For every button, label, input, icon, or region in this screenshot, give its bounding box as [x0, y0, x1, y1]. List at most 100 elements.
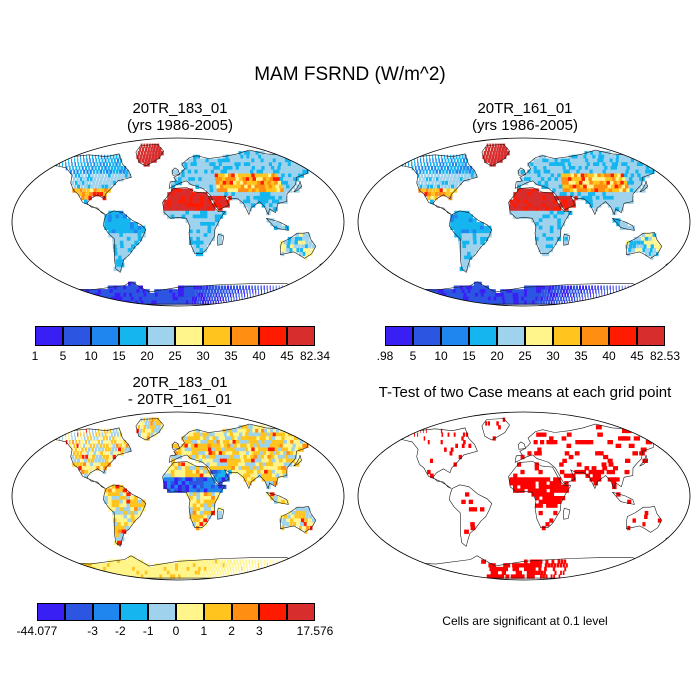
grid-cell: [112, 289, 119, 294]
grid-cell: [215, 177, 220, 182]
grid-cell: [476, 236, 481, 242]
colorbar-tick-label: 17.576: [296, 624, 334, 638]
grid-cell: [537, 296, 541, 301]
grid-cell: [185, 469, 190, 475]
grid-cell: [218, 484, 223, 490]
grid-cell: [144, 147, 147, 152]
grid-cell: [277, 225, 282, 230]
grid-cell: [565, 289, 568, 294]
grid-cell: [612, 300, 616, 305]
grid-cell: [440, 154, 443, 160]
grid-cell: [420, 162, 422, 167]
grid-cell: [398, 436, 400, 441]
grid-cell: [158, 421, 162, 426]
grid-cell: [534, 199, 540, 204]
grid-cell: [199, 195, 204, 201]
grid-cell: [286, 177, 292, 182]
grid-cell: [524, 289, 528, 294]
grid-cell: [127, 248, 133, 253]
grid-cell: [435, 158, 437, 163]
grid-cell: [635, 177, 642, 182]
grid-cell: [98, 447, 101, 452]
grid-cell: [306, 432, 314, 437]
grid-cell: [571, 177, 577, 182]
colorbar-swatch: [259, 326, 287, 346]
grid-cell: [300, 292, 303, 298]
grid-cell: [563, 199, 569, 204]
grid-cell: [142, 154, 145, 160]
grid-cell: [198, 289, 202, 294]
grid-cell: [211, 492, 216, 497]
grid-cell: [194, 440, 199, 445]
grid-cell: [591, 466, 597, 471]
grid-cell: [72, 570, 81, 575]
grid-cell: [492, 574, 497, 579]
grid-cell: [516, 574, 520, 579]
grid-cell: [136, 289, 142, 294]
grid-cell: [237, 428, 243, 434]
grid-cell: [140, 300, 146, 305]
grid-cell: [469, 292, 475, 298]
grid-cell: [63, 292, 71, 298]
grid-cell: [106, 451, 110, 456]
grid-cell: [97, 188, 101, 193]
grid-cell: [521, 292, 525, 298]
grid-cell: [163, 292, 168, 298]
grid-cell: [472, 225, 477, 230]
grid-cell: [633, 285, 635, 290]
grid-cell: [228, 563, 231, 568]
grid-cell: [414, 300, 423, 305]
grid-cell: [175, 289, 179, 294]
grid-cell: [183, 289, 188, 294]
grid-cell: [57, 292, 65, 298]
grid-cell: [495, 566, 500, 572]
grid-cell: [423, 292, 431, 298]
grid-cell: [462, 240, 467, 245]
grid-cell: [214, 473, 219, 478]
grid-cell: [466, 248, 472, 253]
grid-cell: [106, 574, 113, 579]
coastline-samerica: [448, 484, 493, 547]
grid-cell: [512, 289, 516, 294]
grid-cell: [594, 173, 600, 178]
grid-cell: [220, 192, 226, 197]
grid-cell: [229, 166, 235, 171]
grid-cell: [153, 296, 158, 301]
grid-cell: [261, 574, 264, 579]
grid-cell: [563, 158, 569, 163]
grid-cell: [74, 162, 76, 167]
grid-cell: [68, 162, 70, 167]
grid-cell: [255, 154, 262, 160]
grid-cell: [429, 292, 436, 298]
colorbar-tick-label: -1: [142, 624, 154, 638]
grid-cell: [299, 166, 307, 171]
grid-cell: [198, 180, 203, 186]
grid-cell: [159, 574, 164, 579]
grid-cell: [198, 292, 201, 298]
grid-cell: [218, 210, 223, 216]
grid-cell: [96, 443, 99, 448]
grid-cell: [143, 436, 147, 441]
grid-cell: [121, 173, 125, 178]
grid-cell: [567, 203, 573, 208]
grid-cell: [481, 300, 487, 305]
grid-cell: [91, 154, 94, 160]
grid-cell: [137, 233, 142, 238]
grid-cell: [299, 251, 302, 257]
grid-cell: [104, 188, 108, 193]
grid-cell: [538, 469, 543, 475]
grid-cell: [605, 300, 608, 305]
grid-cell: [156, 300, 161, 305]
colorbar-swatch: [148, 603, 176, 621]
grid-cell: [119, 514, 125, 519]
grid-cell: [196, 574, 199, 579]
grid-cell: [134, 507, 139, 512]
grid-cell: [278, 289, 280, 294]
grid-cell: [227, 462, 232, 467]
grid-cell: [550, 563, 554, 568]
grid-cell: [203, 473, 208, 478]
grid-cell: [186, 566, 190, 572]
grid-cell: [542, 499, 547, 504]
grid-cell: [212, 454, 217, 460]
grid-cell: [538, 484, 543, 490]
